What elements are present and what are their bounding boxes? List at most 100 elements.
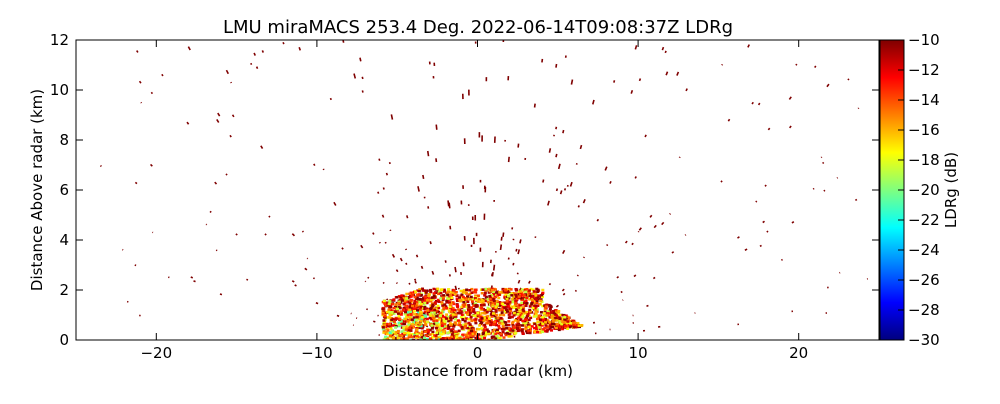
echo-cell: [534, 304, 537, 307]
echo-cell: [489, 298, 492, 301]
echo-cell: [485, 319, 488, 322]
echo-cell: [397, 337, 400, 340]
echo-cell: [553, 312, 556, 315]
speckle-mark: [385, 242, 386, 243]
echo-cell: [454, 321, 457, 324]
colorbar-tick-label: −14: [908, 91, 940, 109]
echo-cell: [530, 302, 533, 305]
echo-cell: [410, 336, 413, 339]
echo-cell: [418, 298, 421, 301]
echo-cell: [418, 290, 421, 293]
colorbar-tick-label: −20: [908, 181, 940, 199]
echo-cell: [405, 293, 408, 296]
echo-cell: [491, 289, 494, 292]
echo-cell: [390, 327, 393, 330]
echo-cell: [517, 330, 520, 333]
speckle-mark: [821, 157, 822, 158]
echo-cell: [482, 333, 485, 336]
echo-cell: [499, 333, 502, 336]
echo-cell: [498, 309, 501, 312]
echo-cell: [542, 319, 545, 322]
echo-cell: [425, 334, 428, 337]
echo-cell: [442, 330, 445, 333]
echo-cell: [524, 318, 527, 321]
echo-cell: [566, 320, 569, 323]
echo-cell: [440, 288, 443, 291]
speckle-mark: [140, 81, 141, 83]
echo-cell: [405, 297, 408, 300]
echo-cell: [388, 316, 391, 319]
chart-title: LMU miraMACS 253.4 Deg. 2022-06-14T09:08…: [223, 17, 733, 38]
speckle-mark: [662, 47, 663, 50]
echo-cell: [453, 309, 456, 312]
echo-cell: [433, 311, 436, 314]
echo-cell: [526, 302, 529, 305]
echo-cell: [391, 330, 394, 333]
echo-cell: [493, 299, 496, 302]
speckle-mark: [265, 234, 266, 235]
echo-cell: [487, 301, 490, 304]
speckle-mark: [397, 283, 398, 284]
speckle-mark: [721, 181, 722, 182]
echo-cell: [524, 328, 527, 331]
echo-cell: [405, 328, 408, 331]
echo-cell: [445, 313, 448, 316]
echo-cell: [516, 324, 519, 327]
echo-cell: [465, 289, 468, 292]
echo-cell: [449, 294, 452, 297]
echo-cell: [487, 330, 490, 333]
echo-cell: [572, 322, 575, 325]
echo-cell: [550, 329, 553, 332]
echo-cell: [440, 292, 443, 295]
echo-cell: [555, 327, 558, 330]
echo-cell: [480, 327, 483, 330]
speckle-mark: [233, 115, 234, 117]
echo-cell: [536, 318, 539, 321]
speckle-mark: [610, 181, 611, 183]
echo-cell: [564, 325, 567, 328]
echo-cell: [395, 304, 398, 307]
speckle-mark: [635, 177, 636, 179]
echo-cell: [502, 336, 505, 339]
echo-cell: [488, 308, 491, 311]
speckle-mark: [251, 63, 252, 64]
echo-cell: [538, 324, 541, 327]
echo-cell: [543, 312, 546, 315]
echo-cell: [474, 318, 477, 321]
echo-cell: [401, 299, 404, 302]
echo-cell: [535, 312, 538, 315]
echo-cell: [546, 330, 549, 333]
speckle-mark: [151, 92, 152, 93]
echo-cell: [400, 294, 403, 297]
colorbar-tick-label: −30: [908, 331, 940, 349]
echo-cell: [447, 327, 450, 330]
echo-cell: [512, 321, 515, 324]
echo-cell: [458, 330, 461, 333]
speckle-mark: [383, 282, 384, 283]
echo-cell: [469, 323, 472, 326]
echo-cell: [556, 323, 559, 326]
echo-cell: [435, 327, 438, 330]
echo-cell: [501, 303, 504, 306]
speckle-mark: [283, 42, 284, 44]
echo-cell: [403, 332, 406, 335]
echo-cell: [419, 306, 422, 309]
speckle-mark: [366, 309, 367, 310]
speckle-mark: [577, 275, 578, 276]
echo-cell: [529, 295, 532, 298]
echo-cell: [544, 321, 547, 324]
echo-cell: [508, 308, 511, 311]
echo-cell: [469, 298, 472, 301]
echo-cell: [470, 306, 473, 309]
echo-cell: [413, 310, 416, 313]
speckle-mark: [503, 233, 504, 237]
echo-cell: [500, 320, 503, 323]
speckle-mark: [535, 104, 536, 108]
echo-cell: [423, 320, 426, 323]
speckle-mark: [824, 190, 825, 191]
echo-cell: [426, 321, 429, 324]
echo-cell: [447, 291, 450, 294]
speckle-mark: [430, 241, 431, 244]
speckle-mark: [230, 135, 231, 137]
speckle-mark: [614, 80, 615, 82]
